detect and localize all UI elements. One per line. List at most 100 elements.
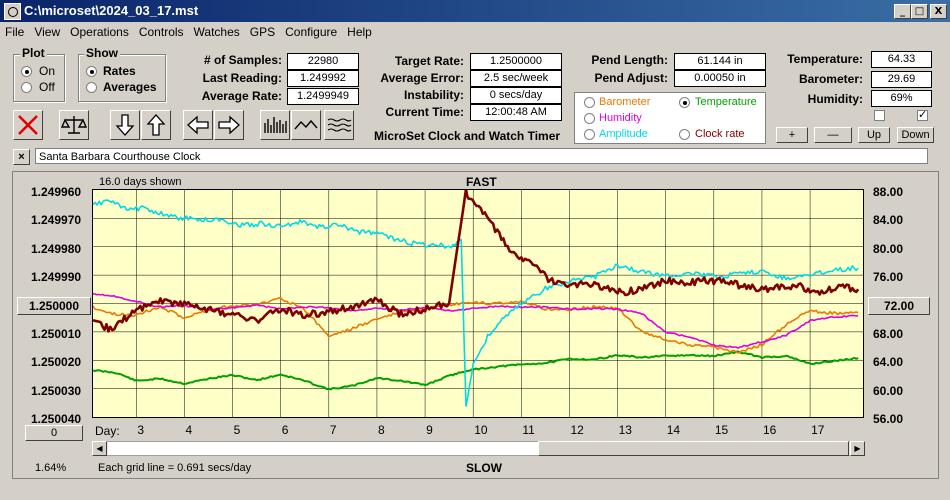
day-tick-label: 6 <box>281 423 289 437</box>
menu-gps[interactable]: GPS <box>249 25 276 39</box>
scale-minus-button[interactable]: — <box>814 127 852 143</box>
scale-up-button[interactable]: Up <box>858 127 890 143</box>
maximize-button[interactable]: □ <box>911 4 928 19</box>
option-checkbox-2[interactable]: ✓ <box>917 109 928 121</box>
scroll-left-button[interactable] <box>183 110 213 140</box>
minimize-button[interactable]: _ <box>894 4 911 19</box>
zoom-field[interactable]: 0 <box>25 425 83 441</box>
left-axis-label: 1.250010 <box>31 327 82 341</box>
show-rates-radio[interactable] <box>86 66 97 77</box>
balance-scale-icon <box>60 116 88 134</box>
current-time-field: 12:00:48 AM <box>470 104 562 121</box>
scroll-right-arrow[interactable]: ▶ <box>850 441 865 456</box>
chart-panel <box>12 171 939 479</box>
scroll-down-button[interactable] <box>110 110 140 140</box>
amplitude-series-line <box>92 199 859 407</box>
show-averages-label: Averages <box>103 80 157 94</box>
clock-rate-option-label: Clock rate <box>695 128 745 140</box>
close-button[interactable]: X <box>930 4 947 19</box>
clock-rate-series-line <box>92 187 860 333</box>
amplitude-radio[interactable] <box>584 129 595 140</box>
scroll-left-arrow[interactable]: ◀ <box>92 441 107 456</box>
day-tick-label: 15 <box>714 423 729 437</box>
left-axis-label: 1.250030 <box>31 384 82 398</box>
scroll-right-button[interactable] <box>214 110 244 140</box>
amplitude-option-label: Amplitude <box>599 128 648 140</box>
calibrate-button[interactable] <box>59 110 89 140</box>
app-icon[interactable] <box>4 3 21 20</box>
right-axis-label: 68.00 <box>873 327 904 341</box>
left-axis-label: 1.250040 <box>31 412 82 426</box>
right-axis-label: 88.00 <box>873 185 904 199</box>
pend-length-field[interactable]: 61.144 in <box>674 53 766 70</box>
sensor-select-panel <box>574 92 766 144</box>
scale-plus-button[interactable]: + <box>776 127 808 143</box>
stop-button[interactable] <box>13 110 43 140</box>
plot-area[interactable] <box>92 187 864 418</box>
plot-on-radio[interactable] <box>21 66 32 77</box>
temperature-option-label: Temperature <box>695 96 757 108</box>
temperature-radio[interactable] <box>679 97 690 108</box>
plot-off-radio[interactable] <box>21 82 32 93</box>
clock-rate-radio[interactable] <box>679 129 690 140</box>
smooth-view-button[interactable] <box>324 110 354 140</box>
menu-operations[interactable]: Operations <box>70 25 129 39</box>
current-time-label: Current Time: <box>385 105 464 119</box>
show-group <box>78 54 166 102</box>
day-tick-label: 4 <box>185 423 193 437</box>
ripple-icon <box>327 118 352 132</box>
histogram-icon <box>264 117 287 133</box>
pend-adjust-label: Pend Adjust: <box>594 71 668 85</box>
left-axis-label: 1.249960 <box>31 185 82 199</box>
percent-label: 1.64% <box>35 462 67 474</box>
arrow-up-icon <box>146 114 166 136</box>
title-bar: C:\microset\2024_03_17.mst _ □ X <box>0 0 950 22</box>
right-axis-label: 56.00 <box>873 412 904 426</box>
target-rate-field[interactable]: 1.2500000 <box>470 53 562 70</box>
clock-name-input[interactable]: Santa Barbara Courthouse Clock <box>35 148 928 164</box>
option-checkbox-1[interactable] <box>874 110 885 121</box>
arrow-left-icon <box>187 115 209 135</box>
line-view-button[interactable] <box>291 110 321 140</box>
scrollbar-thumb[interactable] <box>538 441 849 456</box>
menu-help[interactable]: Help <box>347 25 372 39</box>
pend-adjust-field[interactable]: 0.00050 in <box>674 70 766 87</box>
left-axis-label: 1.250020 <box>31 355 82 369</box>
instability-label: Instability: <box>403 88 464 102</box>
barometer-option-label: Barometer <box>599 96 651 108</box>
plot-group <box>13 54 65 102</box>
arrow-down-icon <box>115 114 135 136</box>
clear-name-button[interactable]: × <box>13 149 30 165</box>
scale-down-button[interactable]: Down <box>897 127 934 143</box>
day-tick-label: 16 <box>762 423 777 437</box>
right-axis-label: 80.00 <box>873 242 904 256</box>
pend-length-label: Pend Length: <box>591 53 668 67</box>
average-error-label: Average Error: <box>380 71 464 85</box>
window-title: C:\microset\2024_03_17.mst <box>24 3 199 18</box>
slow-label: SLOW <box>466 461 502 475</box>
scrollbar-track-highlight <box>108 442 538 455</box>
bar-view-button[interactable] <box>260 110 290 140</box>
humidity-option-label: Humidity <box>599 112 642 124</box>
average-rate-field: 1.2499949 <box>287 88 359 105</box>
right-axis-label: 60.00 <box>873 384 904 398</box>
show-averages-radio[interactable] <box>86 82 97 93</box>
menu-watches[interactable]: Watches <box>193 25 240 39</box>
center-rate-button[interactable]: 1.250000 <box>17 297 91 315</box>
day-tick-label: 12 <box>570 423 584 437</box>
show-group-title: Show <box>84 46 120 60</box>
menu-view[interactable]: View <box>34 25 61 39</box>
target-rate-label: Target Rate: <box>394 54 464 68</box>
menu-configure[interactable]: Configure <box>285 25 338 39</box>
menu-controls[interactable]: Controls <box>138 25 184 39</box>
center-temp-button[interactable]: 72.00 <box>868 297 930 315</box>
left-axis-label: 1.249990 <box>31 270 82 284</box>
average-rate-label: Average Rate: <box>201 89 282 103</box>
right-axis-label: 76.00 <box>873 270 904 284</box>
humidity-radio[interactable] <box>584 113 595 124</box>
scroll-up-button[interactable] <box>141 110 171 140</box>
menu-file[interactable]: File <box>5 25 25 39</box>
barometer-radio[interactable] <box>584 97 595 108</box>
samples-label: # of Samples: <box>203 53 282 67</box>
humidity-field: 69% <box>871 90 932 107</box>
